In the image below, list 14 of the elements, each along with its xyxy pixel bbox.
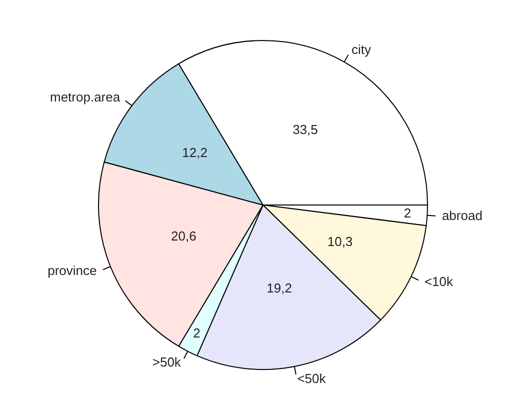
slice-label: <50k	[297, 370, 326, 386]
slice-label: province	[48, 263, 97, 278]
data-label: 19,2	[266, 280, 292, 296]
data-label: 2	[193, 325, 200, 340]
slice-label: <10k	[424, 274, 454, 289]
data-label: 2	[404, 206, 412, 221]
data-label: 12,2	[182, 144, 208, 160]
slice-label: abroad	[442, 208, 482, 223]
data-label: 33,5	[292, 122, 318, 138]
slice-label: metrop.area	[50, 89, 121, 104]
slice-label: >50k	[152, 354, 182, 370]
data-label: 20,6	[171, 228, 196, 244]
data-label: 10,3	[327, 234, 353, 249]
slice-label: city	[352, 42, 372, 58]
